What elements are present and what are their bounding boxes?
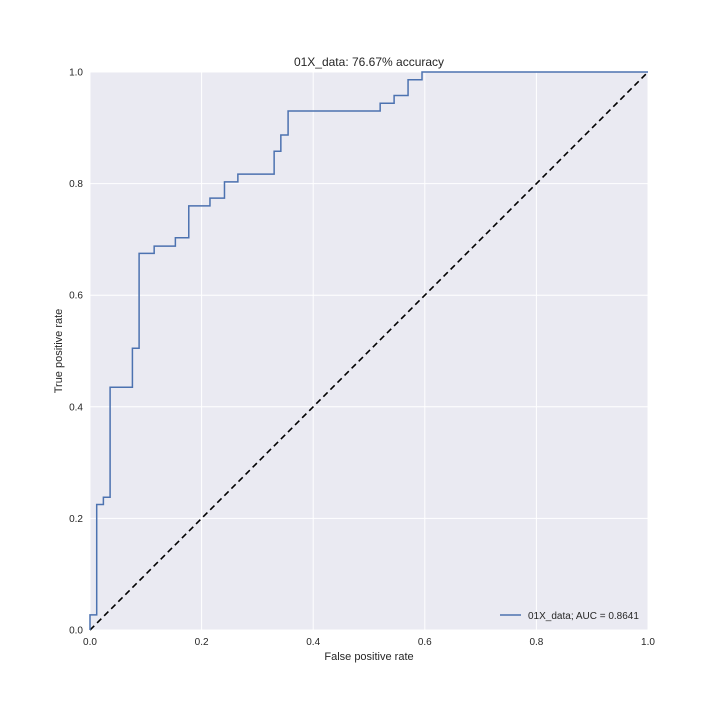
x-tick-labels: 0.0 0.2 0.4 0.6 0.8 1.0 [83,637,655,648]
x-axis-label: False positive rate [324,651,413,663]
x-tick-label: 0.2 [195,637,209,648]
y-tick-label: 0.6 [69,291,83,302]
x-tick-label: 0.6 [418,637,432,648]
roc-curve-line [89,71,648,630]
grid-lines [89,71,649,631]
x-tick-label: 0.4 [306,637,320,648]
y-tick-label: 0.8 [69,179,83,190]
x-tick-label: 0.0 [83,637,97,648]
y-tick-label: 0.2 [69,514,83,525]
y-tick-label: 1.0 [69,68,83,79]
y-tick-label: 0.0 [69,626,83,637]
legend-label: 01X_data; AUC = 0.8641 [528,611,639,622]
chart-title: 01X_data: 76.67% accuracy [294,55,444,69]
x-tick-label: 0.8 [529,637,543,648]
chance-diagonal-line [89,71,649,631]
y-axis-label: True positive rate [53,309,65,394]
series-layer [89,71,649,631]
y-tick-labels: 0.0 0.2 0.4 0.6 0.8 1.0 [69,68,83,637]
legend: 01X_data; AUC = 0.8641 [500,611,639,622]
y-tick-label: 0.4 [69,402,83,413]
x-tick-label: 1.0 [641,637,655,648]
